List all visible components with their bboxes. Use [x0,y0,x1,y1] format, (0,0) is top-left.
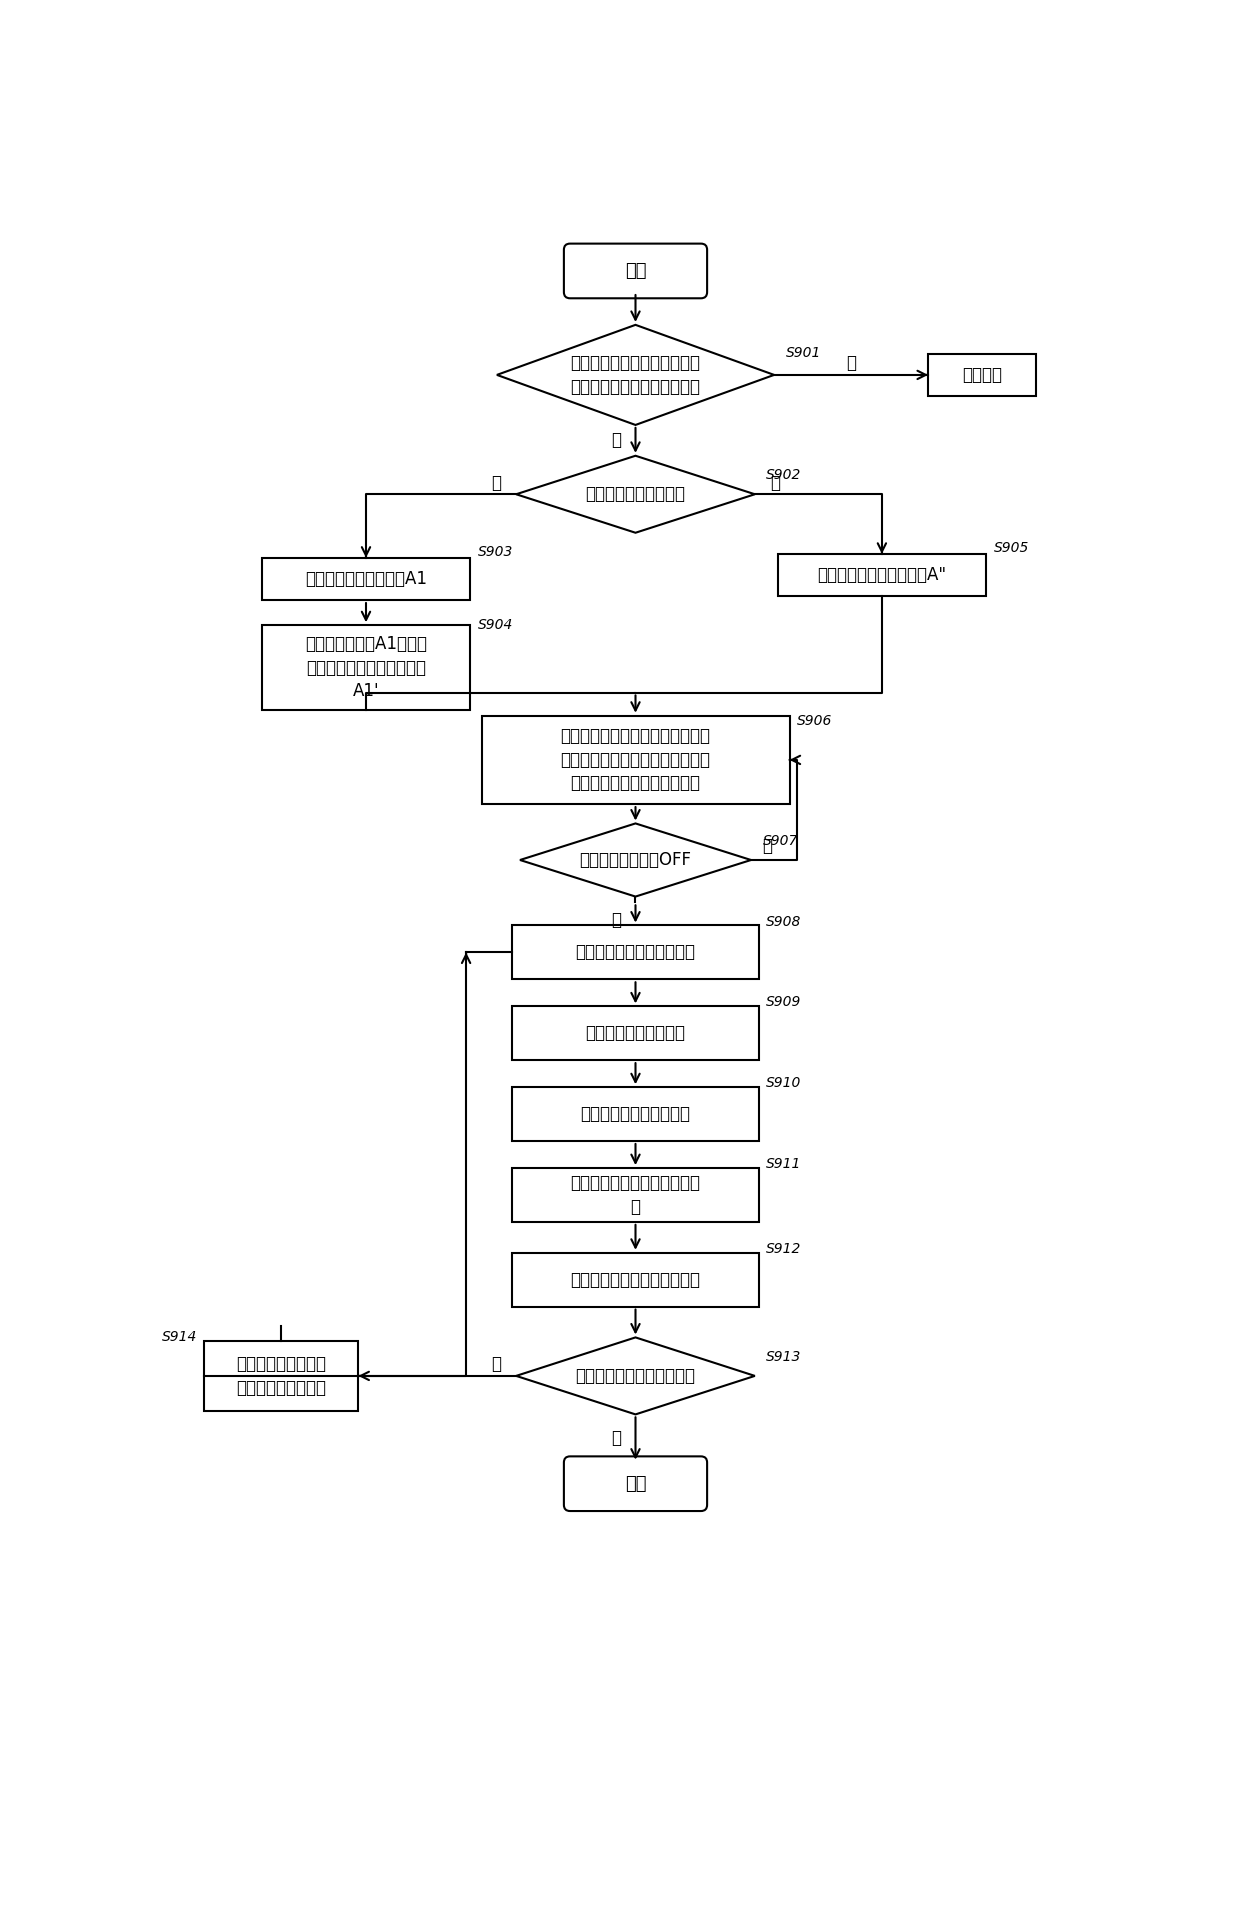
Bar [481,716,790,804]
Text: 是: 是 [491,474,501,491]
Text: 获取最新的目标电流值A1: 获取最新的目标电流值A1 [305,570,427,589]
Bar [262,625,470,711]
Text: 否: 否 [846,354,856,371]
Bar [512,1168,759,1221]
FancyBboxPatch shape [564,244,707,299]
Text: 获取凸轮轴传感器的信号，推算发
动机活塞的运动位置，推算发动机
燃烧时刻，进而计算延时时间: 获取凸轮轴传感器的信号，推算发 动机活塞的运动位置，推算发动机 燃烧时刻，进而计… [560,728,711,792]
Text: S904: S904 [477,617,513,632]
Text: S908: S908 [766,914,802,928]
Bar [512,1088,759,1141]
Bar [928,354,1035,396]
Text: 否: 否 [763,836,773,855]
Text: 对驱动电路进行占空比控制: 对驱动电路进行占空比控制 [575,943,696,962]
Text: 是: 是 [611,431,621,450]
Text: S903: S903 [477,545,513,558]
Text: 结束: 结束 [625,1474,646,1494]
Text: S912: S912 [766,1242,802,1255]
Text: 开始: 开始 [625,263,646,280]
Text: 是: 是 [611,1429,621,1448]
Bar [262,558,470,600]
Text: 根据工作电流对电流值进行调
整: 根据工作电流对电流值进行调 整 [570,1173,701,1215]
Text: 判断充电功率有无变化: 判断充电功率有无变化 [585,486,686,503]
Text: S910: S910 [766,1076,802,1090]
Text: 获取加速度传感器的信号波形: 获取加速度传感器的信号波形 [570,1271,701,1288]
Text: 其它工况: 其它工况 [962,366,1002,385]
Polygon shape [520,823,751,897]
Text: S905: S905 [993,541,1029,554]
Bar [777,554,986,596]
Bar [512,926,759,979]
Text: 与整车控制器进行通信，判断
汽车是否仍处于怠速充电工况: 与整车控制器进行通信，判断 汽车是否仍处于怠速充电工况 [570,354,701,396]
Text: 向驱动电路输入电流值: 向驱动电路输入电流值 [585,1025,686,1042]
Text: 延时信号是否处于OFF: 延时信号是否处于OFF [579,852,692,869]
Text: 否: 否 [491,1354,501,1374]
Text: S907: S907 [763,834,797,848]
Polygon shape [516,455,755,533]
Text: 否: 否 [770,474,780,491]
Polygon shape [497,326,774,425]
Bar [512,1006,759,1061]
Text: 判断减振效果是否符合条件: 判断减振效果是否符合条件 [575,1368,696,1385]
Text: S914: S914 [162,1330,197,1345]
Text: S902: S902 [766,469,802,482]
Bar [512,1253,759,1307]
Text: 检测驱动电路的工作电流: 检测驱动电路的工作电流 [580,1105,691,1124]
Bar [205,1341,358,1410]
Text: 根据减振效果对调整
后的电流值进行修正: 根据减振效果对调整 后的电流值进行修正 [237,1354,326,1396]
Polygon shape [516,1337,755,1414]
Text: 直接获取第二修正电流值A": 直接获取第二修正电流值A" [817,566,946,585]
Text: S911: S911 [766,1156,802,1172]
Text: S909: S909 [766,996,802,1010]
FancyBboxPatch shape [564,1455,707,1511]
Text: 根据充电功率对A1进行修
正，以获得第三电流修正值
A1': 根据充电功率对A1进行修 正，以获得第三电流修正值 A1' [305,634,427,701]
Text: S913: S913 [766,1349,802,1364]
Text: S901: S901 [786,347,821,360]
Text: 是: 是 [611,911,621,928]
Text: S906: S906 [797,714,832,728]
